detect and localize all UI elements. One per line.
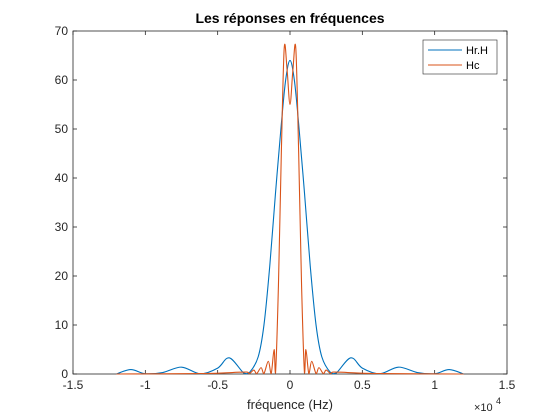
plot-area xyxy=(72,30,508,375)
legend-box xyxy=(422,39,498,75)
legend-label-hrh: Hr.H xyxy=(466,45,488,57)
x-multiplier-base: ×10 xyxy=(474,402,493,414)
y-tick-label: 70 xyxy=(55,24,69,38)
y-tick-label: 0 xyxy=(61,367,68,381)
series-line-hc xyxy=(116,43,464,375)
x-tick-label: 1 xyxy=(431,378,438,392)
x-tick-label: -1.5 xyxy=(63,378,84,392)
x-multiplier-exponent: 4 xyxy=(496,396,501,406)
series-line-hrh xyxy=(116,59,464,375)
legend: Hr.H Hc xyxy=(422,39,498,75)
chart-title: Les réponses en fréquences xyxy=(195,10,384,26)
x-axis-multiplier: ×10 4 xyxy=(474,396,501,414)
x-tick-label: 1.5 xyxy=(499,378,516,392)
legend-label-hc: Hc xyxy=(466,60,480,72)
x-axis-label: fréquence (Hz) xyxy=(247,397,333,412)
y-tick-label: 30 xyxy=(55,220,69,234)
x-tick-label: -0.5 xyxy=(207,378,228,392)
x-tick-label: 0 xyxy=(287,378,294,392)
y-tick-label: 50 xyxy=(55,122,69,136)
series-layer xyxy=(116,43,464,375)
x-tick-label: -1 xyxy=(140,378,151,392)
x-axis: -1.5 -1 -0.5 0 0.5 1 1.5 xyxy=(63,31,516,392)
y-tick-label: 10 xyxy=(55,318,69,332)
y-tick-label: 20 xyxy=(55,269,69,283)
y-tick-label: 40 xyxy=(55,171,69,185)
x-tick-label: 0.5 xyxy=(354,378,371,392)
y-tick-label: 60 xyxy=(55,73,69,87)
y-axis: 0 10 20 30 40 50 60 70 xyxy=(55,24,507,381)
